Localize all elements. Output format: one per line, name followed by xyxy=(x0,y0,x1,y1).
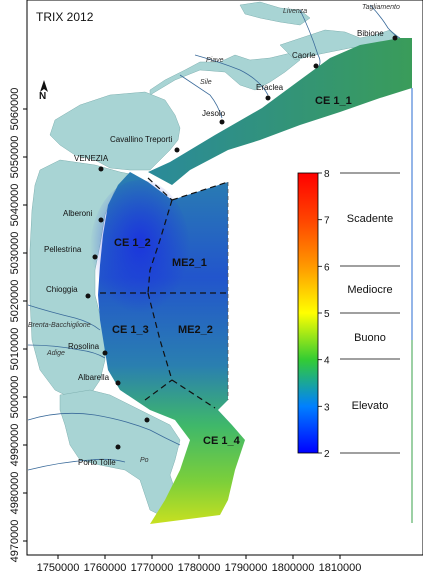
marker-caorle xyxy=(313,63,319,69)
y-tick-6: 5030000 xyxy=(9,232,21,275)
y-tick-5: 5020000 xyxy=(9,280,21,323)
zone-ce1-3: CE 1_3 xyxy=(112,324,149,336)
y-tick-0: 4970000 xyxy=(9,520,21,563)
legend-class-scadente: Scadente xyxy=(347,213,393,225)
zone-labels: CE 1_1 CE 1_2 ME2_1 CE 1_3 ME2_2 CE 1_4 xyxy=(112,95,352,447)
legend-tick-marks xyxy=(318,172,322,454)
zone-me2-1: ME2_1 xyxy=(172,257,207,269)
label-pellestrina: Pellestrina xyxy=(44,245,82,254)
label-jesolo: Jesolo xyxy=(202,109,226,118)
place-labels: Bibione Caorle Eraclea Jesolo Cavallino … xyxy=(44,29,384,467)
marker-eraclea xyxy=(265,95,271,101)
x-tick-5: 1800000 xyxy=(272,562,315,574)
legend-class-elevato: Elevato xyxy=(352,400,389,412)
place-markers xyxy=(85,35,398,450)
legend-tick-8: 8 xyxy=(324,169,330,180)
marker-jesolo xyxy=(219,119,225,125)
marker-albarella xyxy=(115,380,121,386)
label-cavallino: Cavallino Treporti xyxy=(110,135,172,144)
label-alberoni: Alberoni xyxy=(63,209,93,218)
label-brenta: Brenta-Bacchiglione xyxy=(28,322,91,329)
zone-ce1-1: CE 1_1 xyxy=(315,95,352,107)
label-chioggia: Chioggia xyxy=(46,285,78,294)
marker-alberoni xyxy=(98,217,104,223)
marker-porto-tolle-town xyxy=(115,444,121,450)
x-tick-6: 1810000 xyxy=(319,562,362,574)
label-eraclea: Eraclea xyxy=(256,83,284,92)
marker-venezia xyxy=(98,166,104,172)
label-rosolina: Rosolina xyxy=(68,342,100,351)
legend-class-mediocre: Mediocre xyxy=(347,284,392,296)
north-label: N xyxy=(39,91,46,102)
marker-bibione xyxy=(392,35,398,41)
zone-ce1-2: CE 1_2 xyxy=(114,237,151,249)
legend-tick-7: 7 xyxy=(324,216,330,227)
label-caorle: Caorle xyxy=(292,51,316,60)
x-tick-2: 1770000 xyxy=(131,562,174,574)
marker-cavallino xyxy=(174,147,180,153)
y-axis xyxy=(23,108,27,542)
label-sile: Sile xyxy=(200,79,212,86)
legend: 8 7 6 5 4 3 2 Scadente Mediocre Buono El… xyxy=(297,169,400,460)
y-tick-2: 4990000 xyxy=(9,424,21,467)
x-axis xyxy=(57,555,341,559)
zone-ce1-4: CE 1_4 xyxy=(203,435,241,447)
label-albarella: Albarella xyxy=(78,373,110,382)
legend-tick-5: 5 xyxy=(324,309,330,320)
y-tick-3: 5000000 xyxy=(9,376,21,419)
map-title: TRIX 2012 xyxy=(36,10,94,24)
rivers xyxy=(27,4,401,471)
north-arrow-icon: N xyxy=(39,80,48,102)
legend-class-lines xyxy=(340,172,400,454)
legend-colorbar xyxy=(297,172,319,454)
marker-porto-tolle xyxy=(144,417,150,423)
label-piave: Piave xyxy=(206,57,224,64)
x-tick-labels: 1750000 1760000 1770000 1780000 1790000 … xyxy=(37,562,362,574)
legend-tick-2: 2 xyxy=(324,449,330,460)
x-tick-0: 1750000 xyxy=(37,562,80,574)
y-tick-labels: 4970000 4980000 4990000 5000000 5010000 … xyxy=(9,88,21,563)
legend-class-buono: Buono xyxy=(354,332,386,344)
label-adige: Adige xyxy=(46,350,65,357)
legend-tick-4: 4 xyxy=(324,356,330,367)
river-labels: Tagliamento Livenza Piave Sile Brenta-Ba… xyxy=(28,4,400,464)
label-venezia: VENEZIA xyxy=(74,154,109,163)
label-livenza: Livenza xyxy=(283,8,307,15)
marker-chioggia xyxy=(85,293,91,299)
label-porto-tolle: Porto Tolle xyxy=(78,458,116,467)
zone-boundaries xyxy=(100,177,229,409)
ce1-1-strip xyxy=(148,38,412,185)
blue-core xyxy=(90,180,190,320)
label-tagliamento: Tagliamento xyxy=(362,4,400,11)
y-tick-1: 4980000 xyxy=(9,472,21,515)
marker-pellestrina xyxy=(92,254,98,260)
y-tick-4: 5010000 xyxy=(9,328,21,371)
label-bibione: Bibione xyxy=(357,29,384,38)
x-tick-1: 1760000 xyxy=(84,562,127,574)
y-tick-7: 5040000 xyxy=(9,184,21,227)
zone-me2-2: ME2_2 xyxy=(178,324,213,336)
legend-tick-6: 6 xyxy=(324,262,330,273)
x-tick-3: 1780000 xyxy=(178,562,221,574)
legend-tick-3: 3 xyxy=(324,402,330,413)
land xyxy=(29,1,401,516)
y-tick-9: 5060000 xyxy=(9,88,21,131)
marker-rosolina xyxy=(102,350,108,356)
label-po: Po xyxy=(140,457,149,464)
y-tick-8: 5050000 xyxy=(9,136,21,179)
x-tick-4: 1790000 xyxy=(225,562,268,574)
